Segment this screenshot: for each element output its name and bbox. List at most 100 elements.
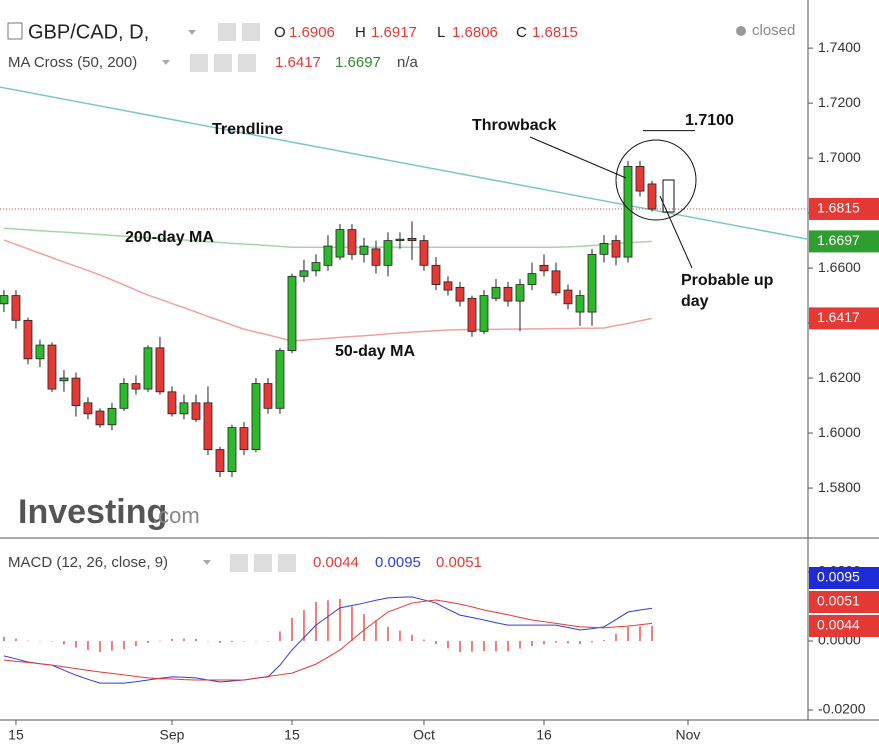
y-tick-label: 1.7200 — [818, 94, 861, 110]
candle-body — [323, 245, 333, 266]
candle-body — [335, 229, 345, 258]
macd-histogram-bar — [363, 614, 365, 642]
last-price-label-bg — [809, 197, 879, 220]
annotations: Trendline 200-day MA 50-day MA Throwback… — [125, 112, 734, 360]
macd-label-bg — [809, 591, 879, 613]
ohlc-label: C — [516, 24, 527, 41]
macd-histogram-bar — [579, 641, 581, 645]
candle-body — [599, 242, 609, 255]
candle-body — [71, 377, 81, 406]
candle-body — [251, 383, 261, 450]
ohlc-value: 1.6906 — [289, 24, 335, 41]
macd-histogram-bar — [411, 634, 413, 642]
ohlc-label: H — [355, 24, 366, 41]
ohlc-value: 1.6815 — [532, 24, 578, 41]
watermark: Investing .com — [18, 493, 200, 531]
macd-histogram-bar — [27, 640, 29, 642]
candle-body — [491, 286, 501, 299]
price-pane: 1.58001.60001.62001.64001.66001.68001.70… — [0, 39, 879, 495]
macd-label-bg — [809, 615, 879, 637]
macd-histogram-bar — [135, 641, 137, 647]
macd-histogram-bar — [315, 602, 317, 642]
collapse-icon — [7, 22, 23, 40]
macd-histogram-bar — [531, 641, 533, 647]
macd-histogram-bar — [543, 641, 545, 645]
candle-body — [11, 295, 21, 321]
watermark-brand: Investing — [18, 493, 167, 531]
x-tick-label: Nov — [676, 727, 701, 743]
candle-body — [215, 449, 225, 472]
ohlc-value: 1.6917 — [371, 24, 417, 41]
macd-histogram-bar — [243, 641, 245, 642]
candle-body — [563, 289, 573, 305]
header: GBP/CAD, D, O 1.6906 H 1.6917 L 1.6806 C… — [7, 21, 795, 572]
candle-body — [371, 248, 381, 266]
moving-average — [3, 239, 653, 342]
candle-body — [203, 402, 213, 450]
macd-histogram-bar — [375, 620, 377, 642]
ohlc-label: L — [437, 24, 445, 41]
macd-histogram-bar — [15, 638, 17, 642]
macd-label: 0.0051 — [817, 593, 860, 609]
macd-histogram-bar — [111, 641, 113, 651]
candle-body — [515, 284, 525, 302]
ohlc-value: 1.6806 — [452, 24, 498, 41]
macd-histogram-bar — [555, 641, 557, 643]
macd-histogram-bar — [99, 641, 101, 653]
macd-histogram-bar — [51, 641, 53, 642]
ma-label: 1.6697 — [817, 232, 860, 248]
dropdown-icon — [188, 30, 196, 35]
candle-body — [311, 262, 321, 272]
macd-histogram-bar — [87, 641, 89, 650]
macd-histogram-bar — [459, 641, 461, 653]
annotation: 1.7100 — [685, 112, 734, 129]
candle-body — [263, 383, 273, 409]
candle-body — [155, 347, 165, 393]
candle-body — [383, 240, 393, 266]
macd-histogram-bar — [171, 638, 173, 642]
candle-body — [227, 427, 237, 472]
close-icon — [238, 54, 256, 72]
candle-body — [467, 297, 477, 332]
eye-icon — [190, 54, 208, 72]
macd-histogram-bar — [279, 631, 281, 642]
candle-body — [527, 273, 537, 285]
macd-histogram-bar — [255, 641, 257, 642]
annotation: Probable up day — [681, 272, 774, 310]
macd-histogram-bar — [123, 641, 125, 650]
status-dot — [736, 26, 746, 36]
macd-histogram-bar — [267, 641, 269, 642]
pointer-line — [529, 136, 627, 179]
macd-histogram-bar — [183, 638, 185, 642]
macd-line — [3, 596, 653, 684]
macd-label: 0.0095 — [817, 569, 860, 585]
x-tick-label: 15 — [284, 727, 300, 743]
y-tick-label: 1.6000 — [818, 424, 861, 440]
candle-body — [59, 377, 69, 382]
macd-histogram-bar — [39, 641, 41, 642]
gear-icon — [254, 554, 272, 572]
last-price-label: 1.6815 — [817, 200, 860, 216]
candle-body — [431, 264, 441, 285]
macd-histogram-bar — [195, 638, 197, 642]
candle-body — [143, 347, 153, 390]
annotation: 200-day MA — [125, 229, 214, 246]
candle-body — [239, 427, 249, 450]
candle-body — [503, 286, 513, 302]
macd-histogram-bar — [615, 633, 617, 642]
candle-body — [407, 237, 417, 241]
macd-histogram-bar — [291, 617, 293, 642]
macd-value: 0.0044 — [313, 554, 359, 571]
macd-histogram-bar — [147, 641, 149, 644]
annotation: 50-day MA — [335, 343, 415, 360]
candle-body — [479, 295, 489, 332]
candle-body — [623, 165, 633, 258]
macd-histogram-bar — [591, 641, 593, 643]
trendline — [0, 86, 809, 240]
candle-body — [395, 238, 405, 241]
candle-body — [299, 270, 309, 277]
indicator-title: MA Cross (50, 200) — [8, 54, 137, 71]
